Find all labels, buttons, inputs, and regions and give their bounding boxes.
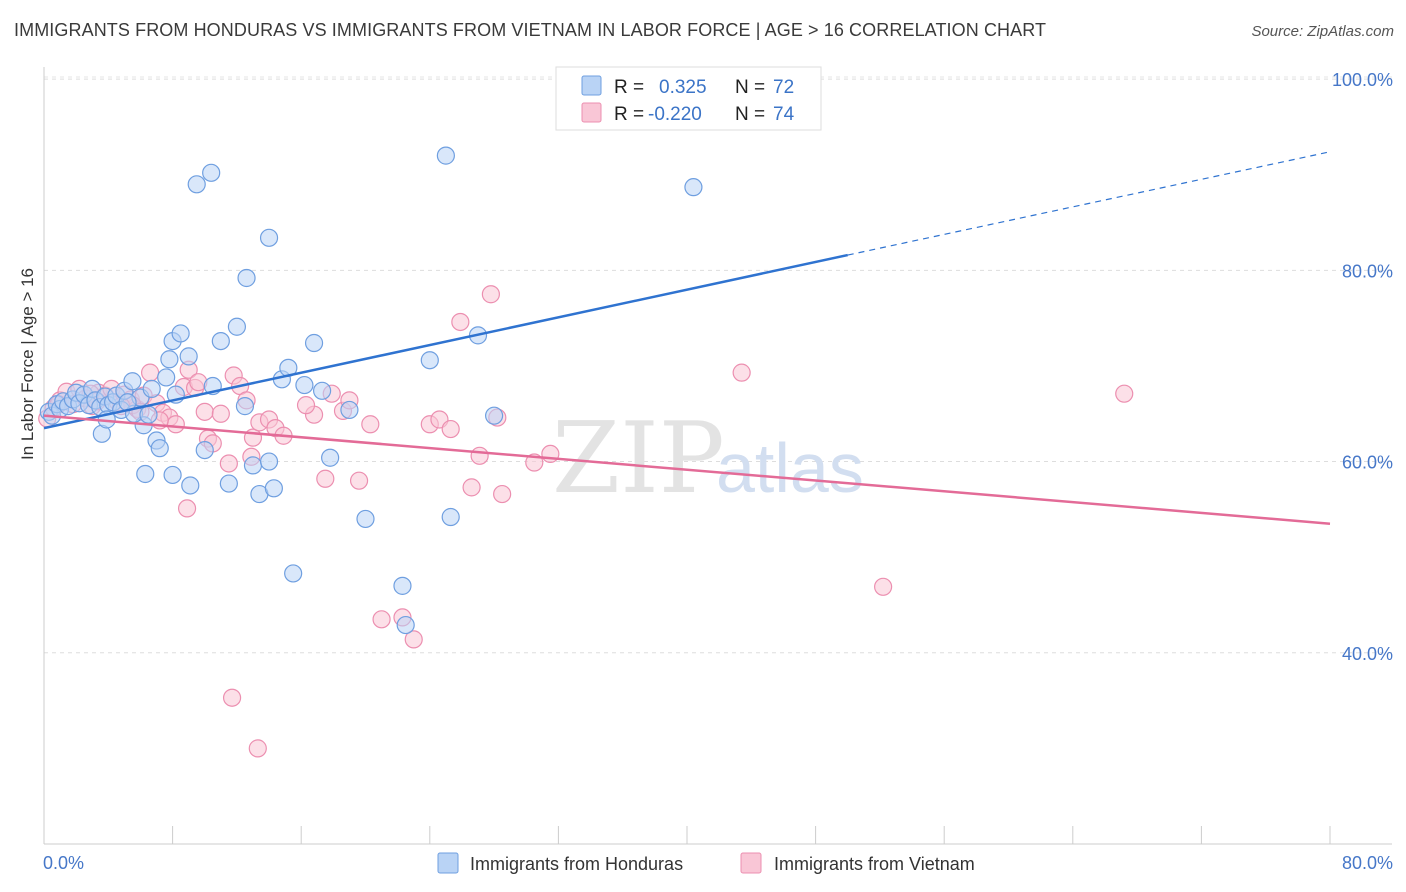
vietnam-point [361,415,380,434]
honduras-point [284,564,303,583]
honduras-point [139,405,158,424]
vietnam-point [222,688,242,707]
vietnam-point [451,312,470,332]
vietnam-point [481,285,500,304]
honduras-point [340,400,359,420]
honduras-point [195,440,214,460]
stats-legend: R = 0.325 N = 72 R = -0.220 N = 74 [555,66,822,131]
honduras-point [312,381,332,400]
vietnam-r-value: -0.220 [648,104,702,125]
vietnam-r-label: R = [614,104,644,125]
vietnam-point [732,363,751,382]
honduras-point [211,331,230,351]
honduras-point [227,317,246,336]
honduras-point [142,379,161,398]
series-legend: Immigrants from Honduras Immigrants from… [437,852,975,874]
source-label: Source: ZipAtlas.com [1251,23,1394,40]
honduras-point [295,375,314,395]
honduras-n-value: 72 [773,77,794,98]
honduras-point [160,350,179,369]
vietnam-n-value: 74 [773,104,795,125]
honduras-point [150,439,169,458]
honduras-point [259,228,279,247]
vietnam-point [1115,384,1134,403]
vietnam-points [38,285,1134,758]
watermark: ZIP atlas [552,402,864,516]
watermark-atlas: atlas [716,429,864,507]
honduras-point [123,372,142,391]
vietnam-point [177,499,197,518]
honduras-point [179,347,198,366]
vietnam-point [219,454,238,473]
vietnam-point [372,610,391,629]
x-tick-label: 0.0% [43,853,84,873]
vietnam-point [349,471,369,490]
vietnam-point [166,415,185,434]
honduras-point [171,324,190,343]
legend-vietnam-swatch [740,852,762,874]
axes [43,67,1392,845]
honduras-point [396,615,415,635]
honduras-point [321,448,340,467]
honduras-trend-extension [847,151,1331,256]
y-tick-label: 40.0% [1342,644,1393,664]
legend-vietnam-label: Immigrants from Vietnam [774,854,975,874]
y-tick-label: 80.0% [1342,261,1393,281]
vietnam-point [296,396,316,415]
vietnam-swatch [581,102,602,123]
vietnam-point [470,446,489,465]
honduras-swatch [581,75,602,96]
vietnam-point [211,404,230,423]
honduras-point [441,507,460,527]
honduras-point [243,456,263,475]
vietnam-point [493,484,512,504]
honduras-point [393,576,412,595]
watermark-zip: ZIP [552,402,725,516]
y-tick-label: 100.0% [1332,70,1393,90]
honduras-point [684,178,703,197]
vietnam-point [195,402,214,421]
legend-honduras-label: Immigrants from Honduras [470,854,683,874]
honduras-point [181,476,200,495]
honduras-trend-line [43,253,849,430]
honduras-r-label: R = [614,77,644,98]
honduras-point [356,509,375,529]
honduras-point [237,268,256,288]
honduras-point [187,175,206,194]
honduras-n-label: N = [735,77,765,98]
vietnam-point [404,630,423,649]
honduras-point [420,351,439,370]
grid [44,76,1392,654]
trend-lines [43,151,1331,525]
honduras-r-value: 0.325 [659,77,707,98]
honduras-point [157,368,176,387]
vietnam-n-label: N = [735,104,765,125]
honduras-point [219,474,238,493]
chart-title: IMMIGRANTS FROM HONDURAS VS IMMIGRANTS F… [14,20,1047,40]
honduras-point [235,397,255,416]
vietnam-point [248,739,267,758]
honduras-point [436,146,455,165]
honduras-points [39,70,724,635]
x-tick-label: 80.0% [1342,853,1393,873]
vietnam-point [140,363,160,382]
honduras-point [202,163,221,182]
vietnam-point [462,478,481,497]
legend-honduras-swatch [437,852,459,874]
vietnam-trend-line [43,414,1331,525]
vietnam-point [874,577,893,596]
honduras-point [264,479,283,498]
vietnam-point [441,419,460,439]
tick-labels: 40.0% 60.0% 80.0% 100.0% 0.0% 80.0% [43,70,1393,873]
honduras-point [485,406,504,425]
y-axis-label: In Labor Force | Age > 16 [18,267,37,460]
honduras-point [259,452,279,471]
honduras-point [163,465,182,485]
honduras-point [304,333,324,353]
vietnam-point [316,469,335,488]
y-tick-label: 60.0% [1342,453,1393,473]
honduras-point [136,464,155,484]
